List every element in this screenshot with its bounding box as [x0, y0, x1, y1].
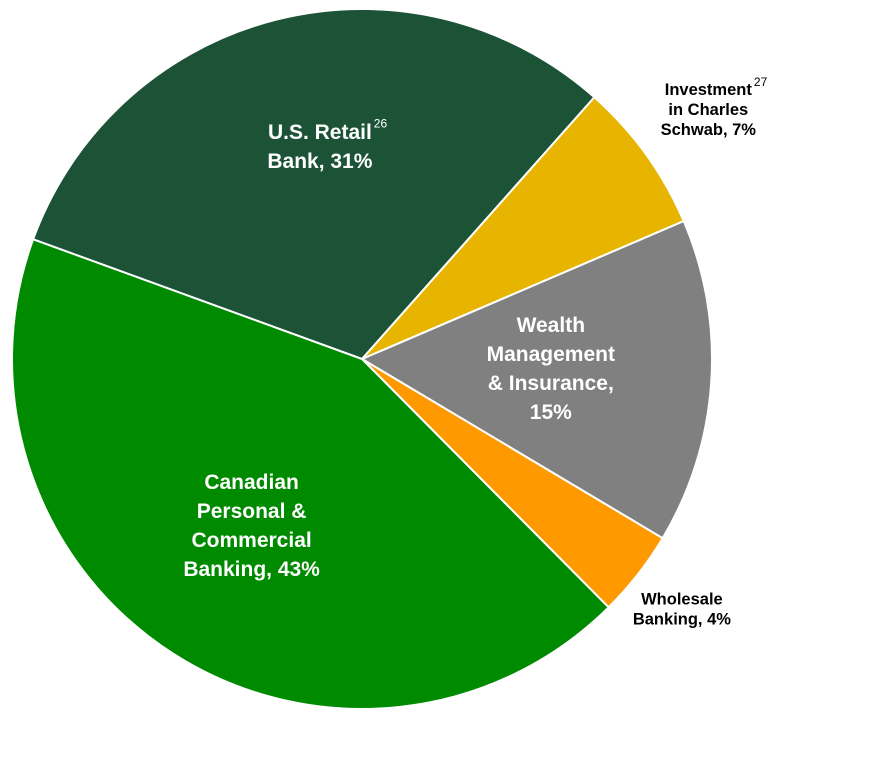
pie-labels: U.S. Retail Bank, 31%26 Investment in Charl… [183, 75, 767, 629]
footnote-marker-2: 27 [754, 75, 768, 89]
slice-label-4: Wholesale Banking, 4% [633, 591, 731, 629]
slice-label-3: Wealth Management & Insurance, 15% [487, 314, 615, 424]
pie-slice-3 [359, 219, 713, 540]
slice-label-5: Canadian Personal & Commercial Banking, 43% [183, 471, 320, 581]
pie-slice-5 [11, 238, 611, 710]
pie-slice-1 [31, 8, 596, 361]
slice-label-2: Investment in Charles Schwab, 7% [661, 81, 757, 139]
slice-label-1: U.S. Retail Bank, 31% [267, 121, 372, 173]
pie-slice-2 [361, 95, 686, 360]
pie-slices [11, 8, 713, 710]
footnote-marker-1: 26 [374, 116, 388, 130]
